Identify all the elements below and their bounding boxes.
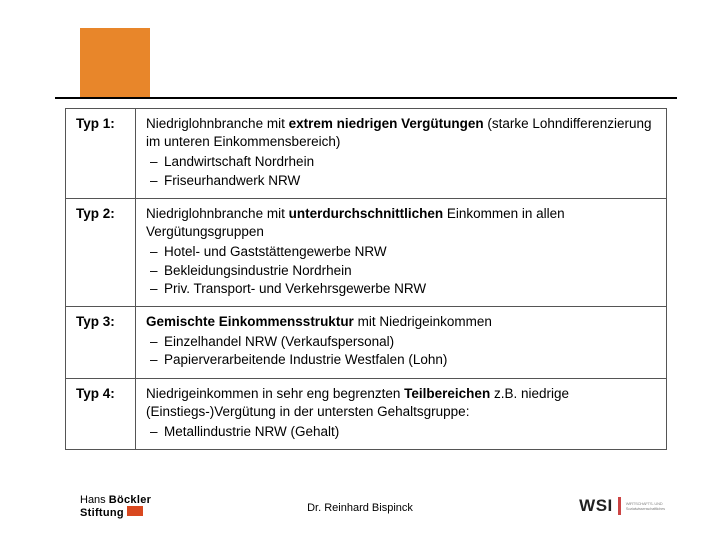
- accent-block: [80, 28, 150, 98]
- table-row: Typ 1: Niedriglohnbranche mit extrem nied…: [66, 109, 667, 199]
- type-label-cell: Typ 1:: [66, 109, 136, 199]
- type-desc-cell: Niedriglohnbranche mit unterdurchschnitt…: [136, 198, 667, 306]
- type-label: Typ 1:: [76, 116, 115, 131]
- type-lead: Gemischte Einkommensstruktur mit Niedrig…: [146, 313, 658, 331]
- type-label-cell: Typ 4:: [66, 378, 136, 450]
- list-item: Hotel- und Gaststättengewerbe NRW: [146, 243, 658, 261]
- list-item: Friseurhandwerk NRW: [146, 172, 658, 190]
- lead-bold: unterdurchschnittlichen: [289, 206, 444, 221]
- list-item: Priv. Transport- und Verkehrsgewerbe NRW: [146, 280, 658, 298]
- type-desc-cell: Gemischte Einkommensstruktur mit Niedrig…: [136, 306, 667, 378]
- type-label-cell: Typ 3:: [66, 306, 136, 378]
- horizontal-rule: [55, 97, 677, 99]
- lead-pre: Niedriglohnbranche mit: [146, 206, 289, 221]
- list-item: Bekleidungsindustrie Nordrhein: [146, 262, 658, 280]
- logo-wsi-bar-icon: [618, 497, 621, 515]
- typology-table: Typ 1: Niedriglohnbranche mit extrem nied…: [65, 108, 667, 450]
- type-lead: Niedrigeinkommen in sehr eng begrenzten …: [146, 385, 658, 421]
- lead-bold: Teilbereichen: [404, 386, 490, 401]
- lead-pre: Niedriglohnbranche mit: [146, 116, 289, 131]
- table-row: Typ 4: Niedrigeinkommen in sehr eng begre…: [66, 378, 667, 450]
- list-item: Metallindustrie NRW (Gehalt): [146, 423, 658, 441]
- example-list: Einzelhandel NRW (Verkaufspersonal)Papie…: [146, 333, 658, 369]
- table-row: Typ 2: Niedriglohnbranche mit unterdurchs…: [66, 198, 667, 306]
- list-item: Papierverarbeitende Industrie Westfalen …: [146, 351, 658, 369]
- list-item: Landwirtschaft Nordrhein: [146, 153, 658, 171]
- type-lead: Niedriglohnbranche mit unterdurchschnitt…: [146, 205, 658, 241]
- type-desc-cell: Niedrigeinkommen in sehr eng begrenzten …: [136, 378, 667, 450]
- lead-bold: Gemischte Einkommensstruktur: [146, 314, 354, 329]
- type-label: Typ 2:: [76, 206, 115, 221]
- type-desc-cell: Niedriglohnbranche mit extrem niedrigen …: [136, 109, 667, 199]
- example-list: Metallindustrie NRW (Gehalt): [146, 423, 658, 441]
- header-region: [0, 0, 720, 100]
- typology-table-wrap: Typ 1: Niedriglohnbranche mit extrem nied…: [65, 108, 667, 450]
- footer: Hans Böckler Stiftung Dr. Reinhard Bispi…: [0, 494, 720, 528]
- type-lead: Niedriglohnbranche mit extrem niedrigen …: [146, 115, 658, 151]
- lead-bold: extrem niedrigen Vergütungen: [289, 116, 484, 131]
- lead-post: mit Niedrigeinkommen: [354, 314, 492, 329]
- example-list: Landwirtschaft NordrheinFriseurhandwerk …: [146, 153, 658, 189]
- logo-wsi-subtext: WIRTSCHAFTS- UND Sozialwissenschaftliche…: [626, 502, 665, 511]
- type-label: Typ 3:: [76, 314, 115, 329]
- table-row: Typ 3: Gemischte Einkommensstruktur mit N…: [66, 306, 667, 378]
- logo-wsi: WSI WIRTSCHAFTS- UND Sozialwissenschaftl…: [579, 496, 665, 516]
- list-item: Einzelhandel NRW (Verkaufspersonal): [146, 333, 658, 351]
- lead-pre: Niedrigeinkommen in sehr eng begrenzten: [146, 386, 404, 401]
- type-label-cell: Typ 2:: [66, 198, 136, 306]
- example-list: Hotel- und Gaststättengewerbe NRWBekleid…: [146, 243, 658, 298]
- logo-wsi-text: WSI: [579, 496, 613, 516]
- type-label: Typ 4:: [76, 386, 115, 401]
